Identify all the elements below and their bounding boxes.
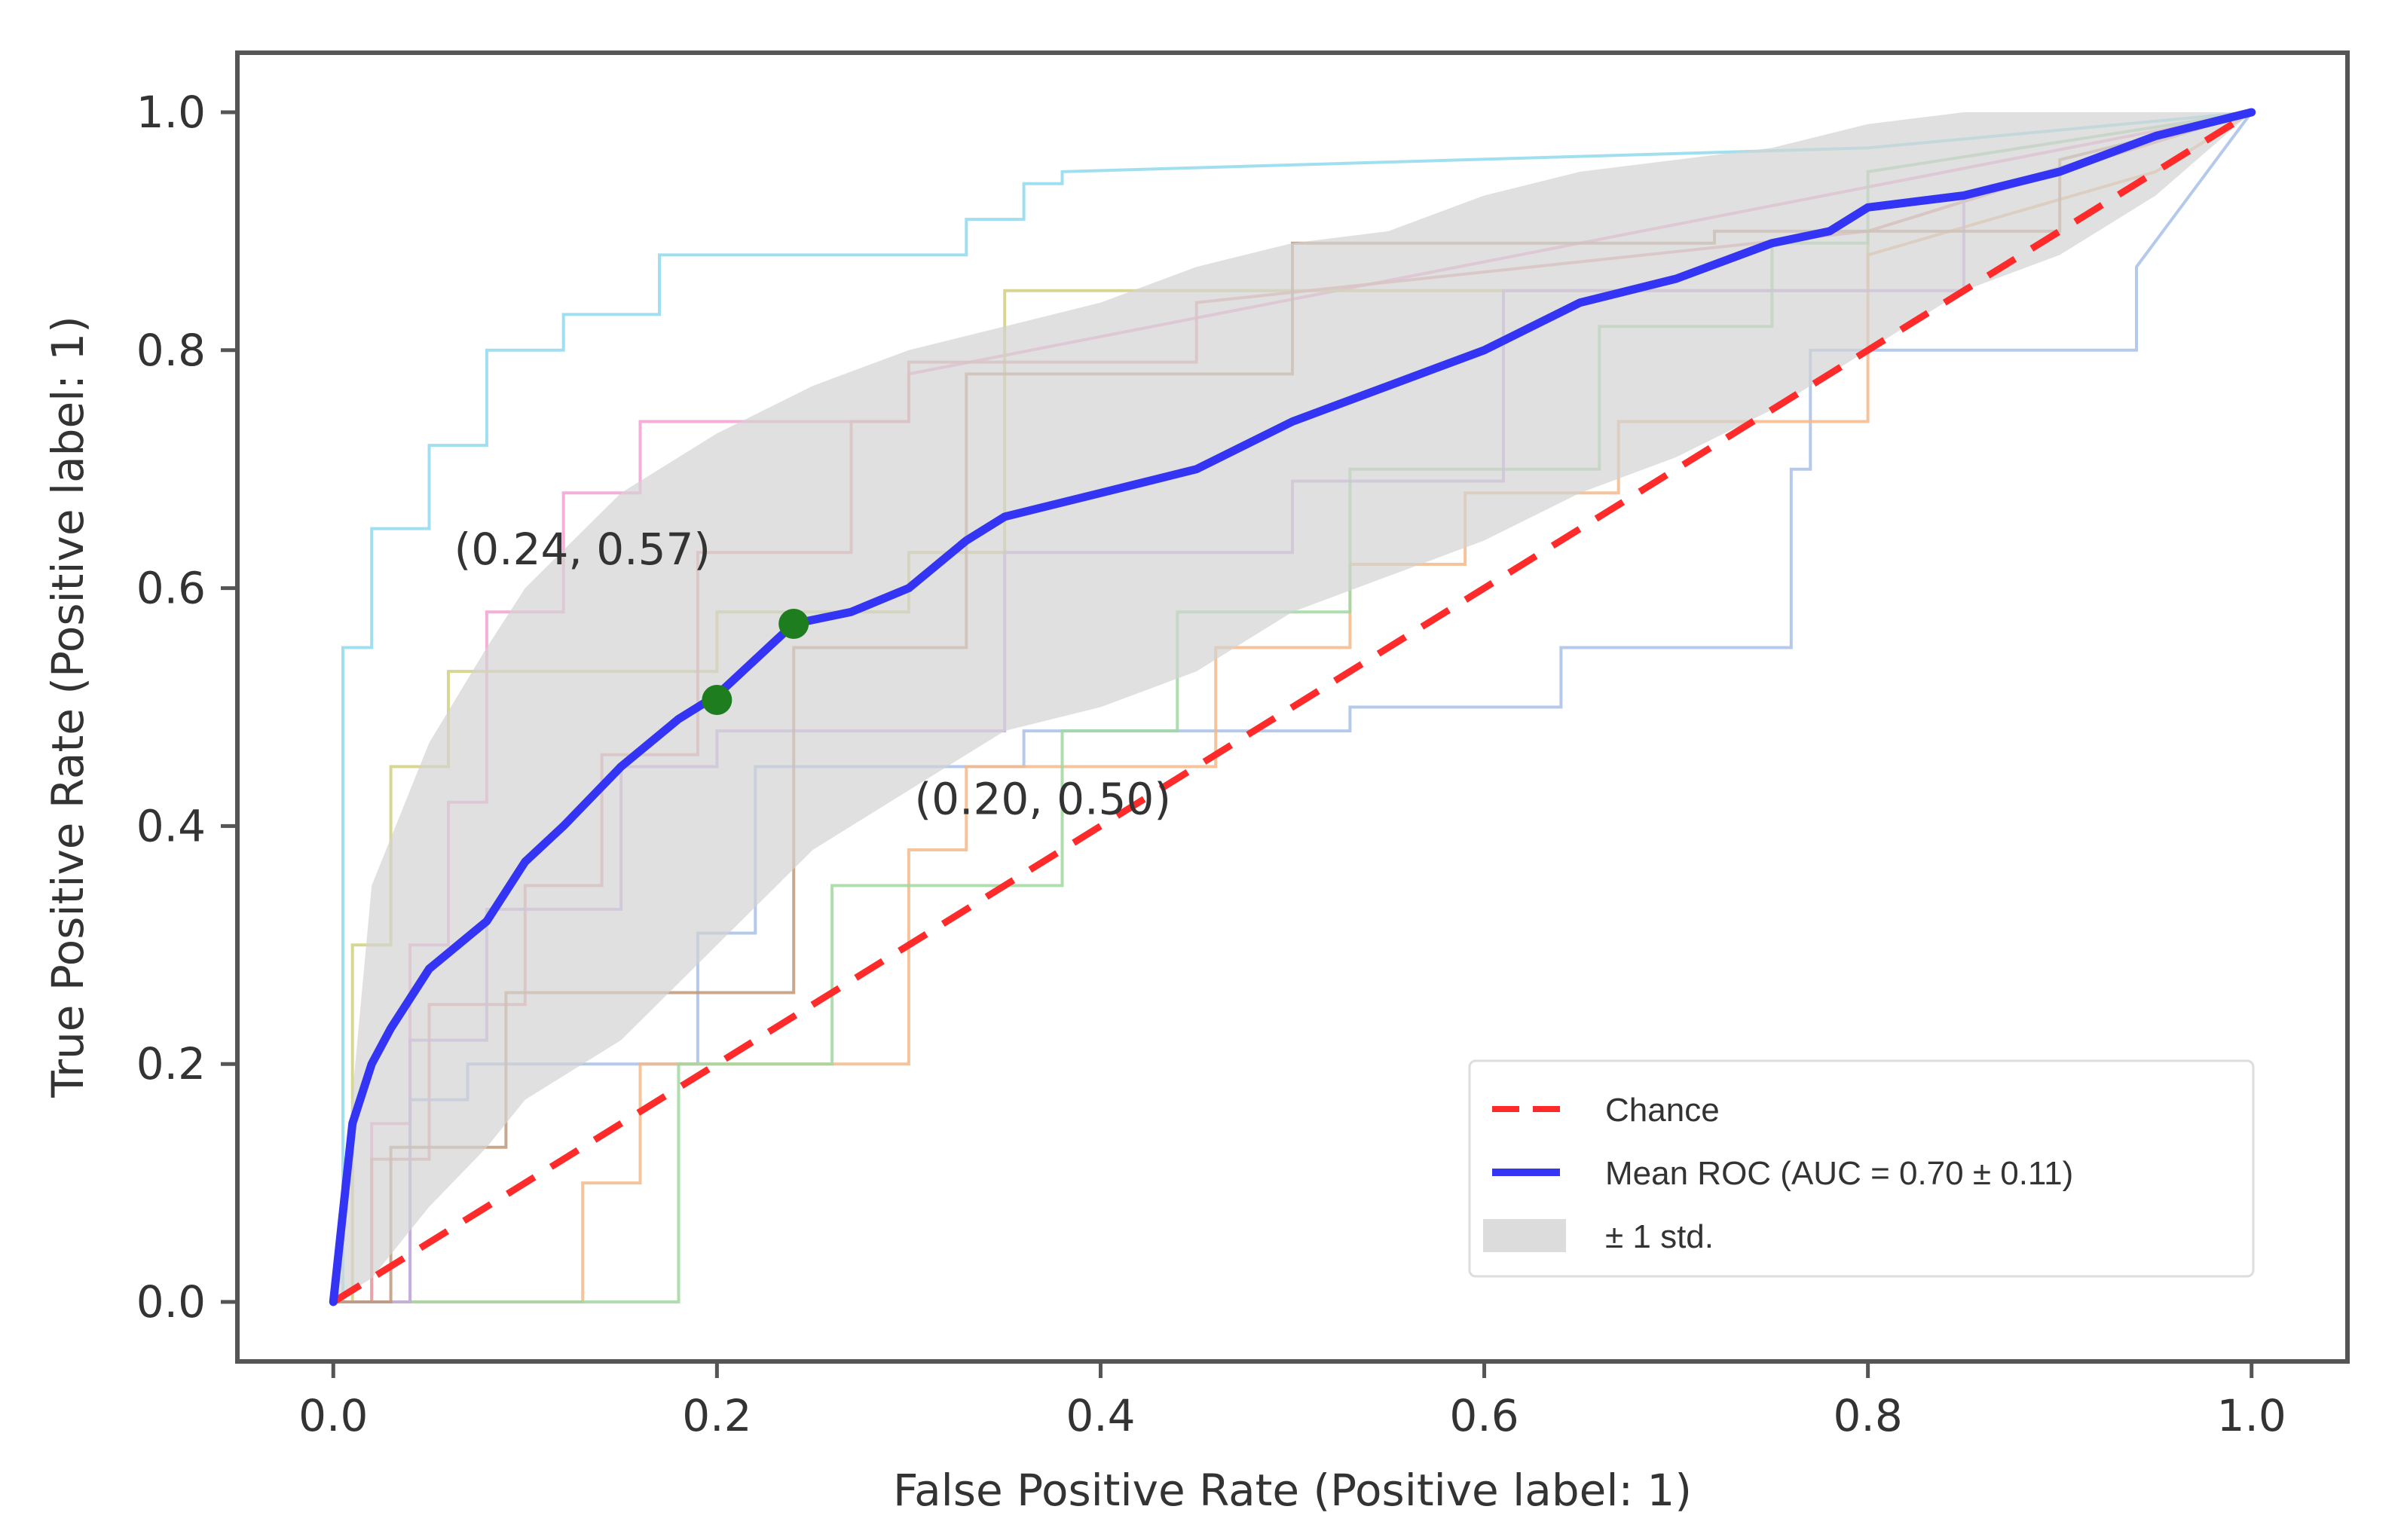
legend-label: ± 1 std. xyxy=(1605,1218,1714,1255)
std-band xyxy=(333,112,2252,1302)
y-tick-label: 0.8 xyxy=(136,325,206,376)
mean-roc-curve xyxy=(329,108,2256,1306)
x-tick-label: 0.6 xyxy=(1449,1390,1519,1441)
plot-frame xyxy=(235,50,2350,1364)
y-tick-label: 0.6 xyxy=(136,563,206,614)
legend-label: Chance xyxy=(1605,1092,1720,1129)
x-axis-ticks: 0.0 0.2 0.4 0.6 0.8 1.0 xyxy=(298,1361,2286,1441)
legend-swatch-std xyxy=(1483,1219,1566,1252)
legend-label: Mean ROC (AUC = 0.70 ± 0.11) xyxy=(1605,1155,2073,1192)
x-tick-label: 0.2 xyxy=(682,1390,751,1441)
point-annotation-1: (0.24, 0.57) xyxy=(454,524,711,575)
x-tick-label: 0.8 xyxy=(1834,1390,1903,1441)
highlight-point-1 xyxy=(778,608,809,639)
legend-box xyxy=(1468,1059,2255,1278)
x-axis-title: False Positive Rate (Positive label: 1) xyxy=(893,1465,1692,1516)
y-tick-label: 0.2 xyxy=(136,1038,206,1089)
point-annotation-2: (0.20, 0.50) xyxy=(915,774,1171,825)
y-axis-ticks: 0.0 0.2 0.4 0.6 0.8 1.0 xyxy=(136,87,237,1328)
y-tick-label: 0.4 xyxy=(136,800,206,851)
highlight-point-2 xyxy=(702,685,733,716)
legend: Chance Mean ROC (AUC = 0.70 ± 0.11) ± 1 s… xyxy=(1468,1059,2255,1278)
std-band-layer xyxy=(333,112,2252,1302)
x-tick-label: 0.0 xyxy=(298,1390,368,1441)
highlight-points xyxy=(702,608,809,716)
y-tick-label: 1.0 xyxy=(136,87,206,138)
chance-line xyxy=(331,109,2254,1305)
fold-roc-curve-1 xyxy=(333,111,2252,1303)
series-layer xyxy=(329,108,2256,1306)
y-tick-label: 0.0 xyxy=(136,1276,206,1328)
point-annotations: (0.24, 0.57) (0.20, 0.50) xyxy=(454,524,1171,825)
x-tick-label: 0.4 xyxy=(1066,1390,1135,1441)
y-axis-title: True Positive Rate (Positive label: 1) xyxy=(42,316,93,1098)
x-tick-label: 1.0 xyxy=(2217,1390,2286,1441)
